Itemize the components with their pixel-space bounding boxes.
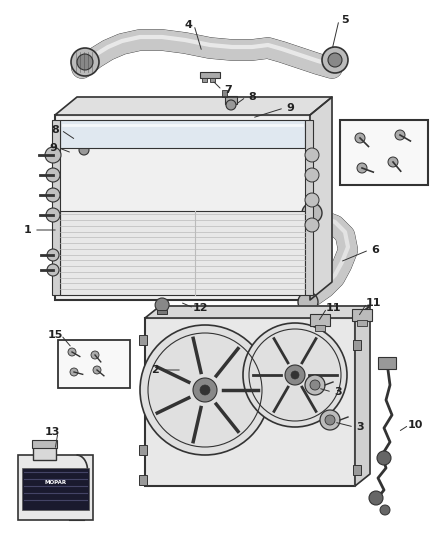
Bar [60,211,305,295]
Circle shape [320,410,340,430]
Circle shape [47,249,59,261]
Circle shape [285,365,305,385]
Polygon shape [355,306,370,486]
Circle shape [79,145,89,155]
Bar [145,318,355,486]
Circle shape [70,368,78,376]
Circle shape [226,100,236,110]
Circle shape [305,375,325,395]
Circle shape [71,48,99,76]
Text: 3: 3 [356,422,364,432]
Text: 12: 12 [192,303,208,313]
Text: 13: 13 [44,427,60,437]
Text: 9: 9 [286,103,294,113]
Text: 8: 8 [248,92,256,102]
Bar [58,340,130,388]
Bar [68,133,80,138]
Bar [157,310,167,314]
Text: 2: 2 [151,365,159,375]
Circle shape [298,292,318,312]
Text: 11: 11 [325,303,341,313]
Circle shape [68,348,76,356]
Text: 4: 4 [184,20,192,30]
Bar [32,440,57,448]
Circle shape [325,415,335,425]
Bar [139,445,147,455]
Circle shape [305,148,319,162]
Circle shape [200,385,210,395]
Text: 11: 11 [365,298,381,308]
Polygon shape [55,97,332,115]
Bar [202,78,207,82]
Circle shape [305,218,319,232]
Circle shape [305,168,319,182]
Circle shape [369,491,383,505]
Bar [378,357,396,369]
Bar [225,96,237,104]
Circle shape [355,133,365,143]
Circle shape [377,451,391,465]
Text: 10: 10 [407,420,423,430]
Bar [340,120,428,185]
Bar [139,475,147,485]
Bar [210,78,215,82]
Circle shape [140,325,270,455]
Text: 8: 8 [51,125,59,135]
Bar [55,115,310,300]
Bar [315,325,325,331]
Text: 15: 15 [47,330,63,340]
Circle shape [305,193,319,207]
Bar [353,465,361,475]
Circle shape [243,323,347,427]
Circle shape [91,351,99,359]
Circle shape [310,380,320,390]
Circle shape [47,264,59,276]
Circle shape [291,371,299,379]
Bar [353,340,361,350]
Bar [305,120,313,295]
Bar [352,309,372,321]
Polygon shape [145,306,370,318]
Text: 5: 5 [341,15,349,25]
Circle shape [46,208,60,222]
Polygon shape [310,97,332,300]
Circle shape [357,163,367,173]
Bar [310,314,330,326]
Bar [33,445,56,460]
Text: 1: 1 [24,225,32,235]
Text: 6: 6 [371,245,379,255]
Bar [60,120,305,148]
Circle shape [302,203,322,223]
Bar [22,468,89,510]
Circle shape [193,378,217,402]
Circle shape [155,298,169,312]
Bar [200,72,220,78]
Bar [139,335,147,345]
Bar [18,455,93,520]
Circle shape [93,366,101,374]
Circle shape [328,53,342,67]
Text: MOPAR: MOPAR [44,480,67,484]
Circle shape [380,505,390,515]
Circle shape [322,47,348,73]
Circle shape [46,168,60,182]
Text: 7: 7 [224,85,232,95]
Bar [222,90,227,97]
Circle shape [46,188,60,202]
Bar [357,320,367,326]
Text: 3: 3 [334,387,342,397]
Bar [78,137,90,145]
Circle shape [388,157,398,167]
Text: 9: 9 [49,143,57,153]
Bar [52,120,60,295]
Circle shape [45,147,61,163]
Circle shape [395,130,405,140]
Circle shape [77,54,93,70]
